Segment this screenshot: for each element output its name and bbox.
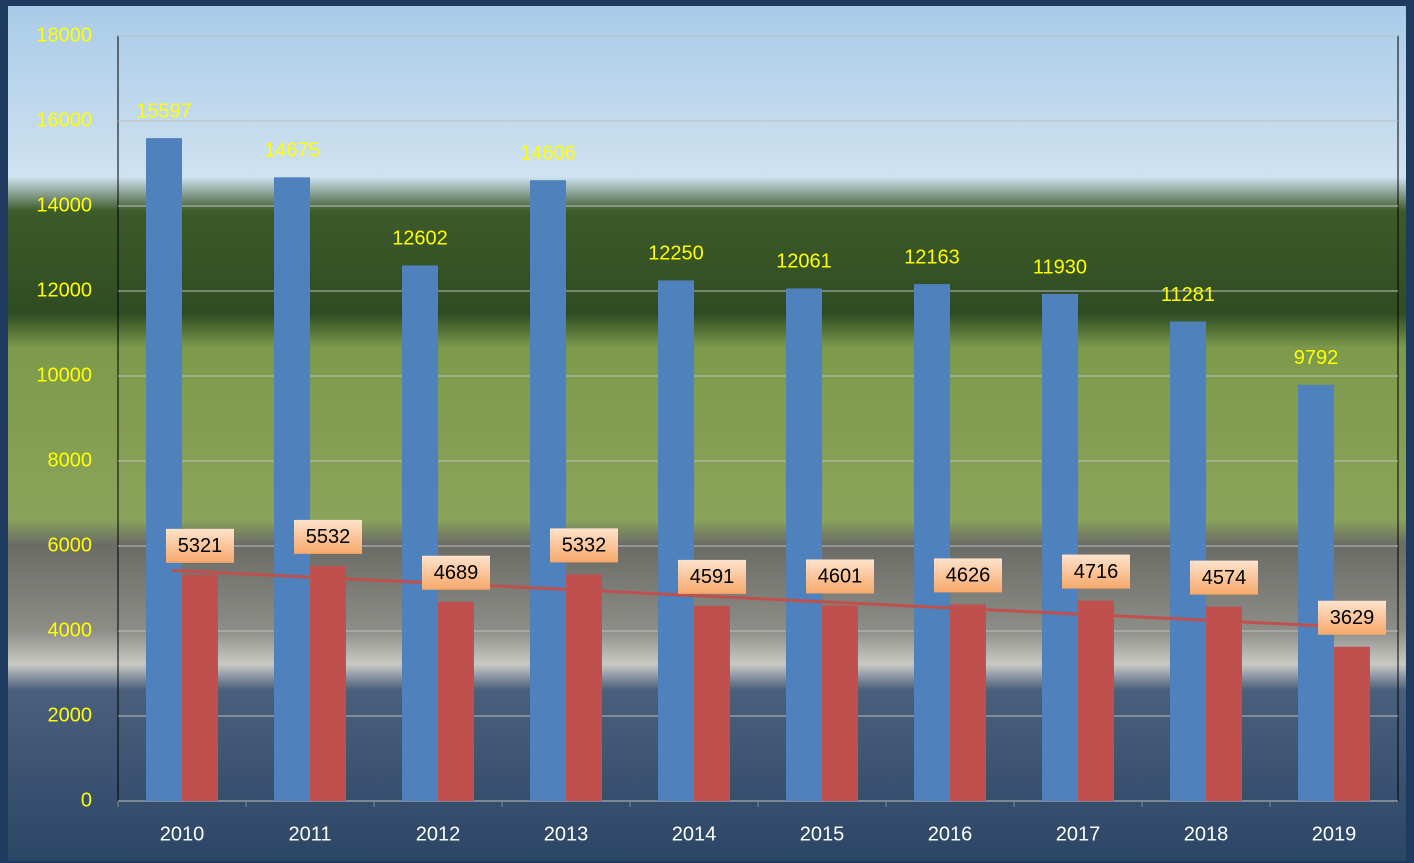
x-tick-label: 2017 xyxy=(1056,823,1101,845)
value-label-box xyxy=(934,558,1002,593)
trend-line xyxy=(171,568,1345,629)
y-tick-label: 18000 xyxy=(36,24,92,46)
bar xyxy=(146,138,182,801)
value-label: 12061 xyxy=(776,251,832,273)
value-label: 5532 xyxy=(306,526,351,548)
value-label: 15597 xyxy=(136,100,192,122)
bar xyxy=(914,284,950,801)
value-label: 11930 xyxy=(1033,256,1087,278)
value-label: 4591 xyxy=(690,566,735,588)
value-label: 4626 xyxy=(946,565,991,587)
bar xyxy=(1078,600,1114,801)
value-label-box xyxy=(806,559,874,594)
x-tick-label: 2014 xyxy=(672,823,717,845)
y-tick-label: 12000 xyxy=(36,279,92,301)
x-tick-label: 2012 xyxy=(416,823,461,845)
y-tick-label: 2000 xyxy=(48,704,93,726)
value-label-box xyxy=(166,528,234,563)
bar xyxy=(786,288,822,802)
x-tick-label: 2016 xyxy=(928,823,973,845)
value-label: 11281 xyxy=(1161,284,1215,306)
value-label: 4601 xyxy=(818,566,863,588)
bar xyxy=(1334,646,1370,801)
y-tick-label: 6000 xyxy=(48,534,93,556)
x-tick-label: 2015 xyxy=(800,823,845,845)
y-tick-label: 8000 xyxy=(48,449,93,471)
value-label: 12163 xyxy=(904,246,960,268)
bar xyxy=(1042,293,1078,801)
bar xyxy=(566,574,602,801)
bar xyxy=(182,574,218,801)
x-tick-label: 2010 xyxy=(160,823,205,845)
value-label: 4574 xyxy=(1202,567,1247,589)
y-tick-label: 14000 xyxy=(36,194,92,216)
value-label: 9792 xyxy=(1294,347,1339,369)
bar xyxy=(310,565,346,801)
y-tick-label: 10000 xyxy=(36,364,92,386)
value-label-box xyxy=(422,555,490,590)
bar xyxy=(950,604,986,801)
bar xyxy=(1298,384,1334,801)
bar xyxy=(274,177,310,801)
value-label-box xyxy=(1062,554,1130,589)
y-tick-label: 16000 xyxy=(36,109,92,131)
bar xyxy=(1206,606,1242,801)
value-label: 5321 xyxy=(178,535,223,557)
value-label-box xyxy=(1318,600,1386,635)
bar xyxy=(438,601,474,801)
value-label: 14606 xyxy=(520,143,576,165)
x-tick-label: 2011 xyxy=(288,823,331,845)
value-label: 3629 xyxy=(1330,607,1375,629)
value-label-box xyxy=(294,519,362,554)
value-label: 5332 xyxy=(562,535,607,557)
bar xyxy=(658,280,694,801)
x-tick-label: 2018 xyxy=(1184,823,1229,845)
value-label: 12602 xyxy=(392,228,448,250)
value-label-box xyxy=(1190,560,1258,595)
value-label: 4716 xyxy=(1074,561,1119,583)
y-tick-label: 4000 xyxy=(48,619,93,641)
value-label: 12250 xyxy=(648,243,704,265)
value-label-box xyxy=(550,528,618,563)
y-tick-label: 0 xyxy=(81,789,92,811)
bar xyxy=(694,605,730,801)
value-label-box xyxy=(678,559,746,594)
value-label: 14675 xyxy=(264,140,320,162)
bar xyxy=(402,265,438,801)
x-tick-label: 2019 xyxy=(1312,823,1357,845)
value-label: 4689 xyxy=(434,562,479,584)
bar xyxy=(822,605,858,801)
x-tick-label: 2013 xyxy=(544,823,589,845)
bar xyxy=(530,180,566,801)
